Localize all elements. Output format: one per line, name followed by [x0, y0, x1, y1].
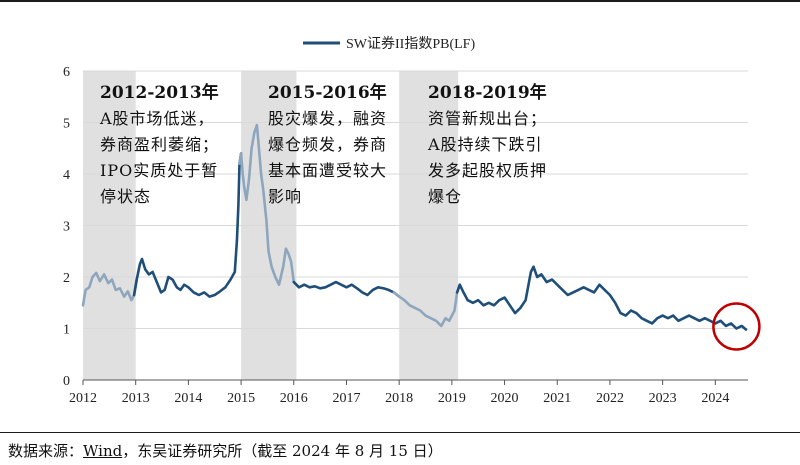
x-tick-label: 2021	[543, 391, 571, 406]
annotation-line: 基本面遭受较大	[268, 161, 387, 180]
highlight-circle	[712, 302, 761, 351]
source-prefix: 数据来源：	[8, 442, 84, 460]
x-tick-label: 2012	[69, 391, 97, 406]
gridlines	[83, 70, 748, 329]
series-lines	[81, 123, 748, 331]
top-rule	[0, 0, 800, 2]
annotation-line: 资管新规出台；	[428, 109, 547, 128]
y-tick-label: 1	[63, 323, 70, 338]
legend-label: SW证券II指数PB(LF)	[346, 36, 475, 52]
x-tick-label: 2013	[122, 391, 150, 406]
y-tick-label: 4	[63, 168, 70, 183]
x-tick-label: 2016	[280, 391, 308, 406]
series-line-segment-4	[292, 280, 401, 298]
source-note: 数据来源：Wind，东吴证券研究所（截至 2024 年 8 月 15 日）	[8, 440, 443, 461]
x-tick-label: 2022	[596, 391, 624, 406]
legend: SW证券II指数PB(LF)	[303, 36, 475, 52]
annotation-line: 影响	[268, 187, 302, 206]
annotation-line: 停状态	[100, 187, 151, 206]
series-line-segment-2	[132, 152, 243, 298]
y-tick-label: 5	[63, 117, 70, 132]
annotation-line: A股市场低迷，	[99, 109, 215, 128]
x-tick-label: 2014	[174, 391, 202, 406]
series-line-segment-6	[455, 265, 748, 331]
source-suffix: ，东吴证券研究所（截至 2024 年 8 月 15 日）	[122, 442, 443, 460]
annotation-line: 爆仓频发，券商	[268, 135, 387, 154]
x-tick-label: 2018	[385, 391, 413, 406]
y-tick-label: 0	[63, 374, 70, 389]
y-tick-label: 3	[63, 220, 70, 235]
annotation-line: IPO实质处于暂	[100, 161, 218, 180]
x-tick-label: 2024	[701, 391, 729, 406]
x-axis-ticks: 2012 2013 2014 2015 2016 2017 2018 2019 2020 2021…	[69, 380, 729, 406]
x-tick-label: 2017	[332, 391, 360, 406]
x-tick-label: 2015	[227, 391, 255, 406]
annotation-line: 股灾爆发，融资	[268, 109, 387, 128]
series-line-segment-5	[392, 283, 462, 328]
annotation-line: 发多起股权质押	[428, 161, 547, 180]
annotation-title-1: 2012-2013年	[100, 82, 219, 103]
source-link[interactable]: Wind	[83, 442, 123, 460]
x-tick-label: 2020	[491, 391, 519, 406]
series-line-segment-3	[238, 123, 301, 289]
x-tick-label: 2019	[438, 391, 466, 406]
annotation-title-3: 2018-2019年	[428, 82, 547, 103]
pb-line-chart: 0 1 2 3 4 5 6 2012 2013 2014 2015 2016 2017 2018 2019…	[63, 36, 761, 406]
y-tick-label: 6	[63, 65, 70, 80]
annotation-line: 爆仓	[428, 187, 462, 206]
y-tick-label: 2	[63, 271, 70, 286]
annotation-line: A股持续下跌引	[427, 135, 543, 154]
x-tick-label: 2023	[649, 391, 677, 406]
annotation-line: 券商盈利萎缩；	[100, 135, 219, 154]
annotation-title-2: 2015-2016年	[268, 82, 387, 103]
y-axis-ticks: 0 1 2 3 4 5 6	[63, 65, 70, 389]
bottom-rule	[0, 432, 800, 433]
series-line-segment-1	[81, 271, 138, 307]
